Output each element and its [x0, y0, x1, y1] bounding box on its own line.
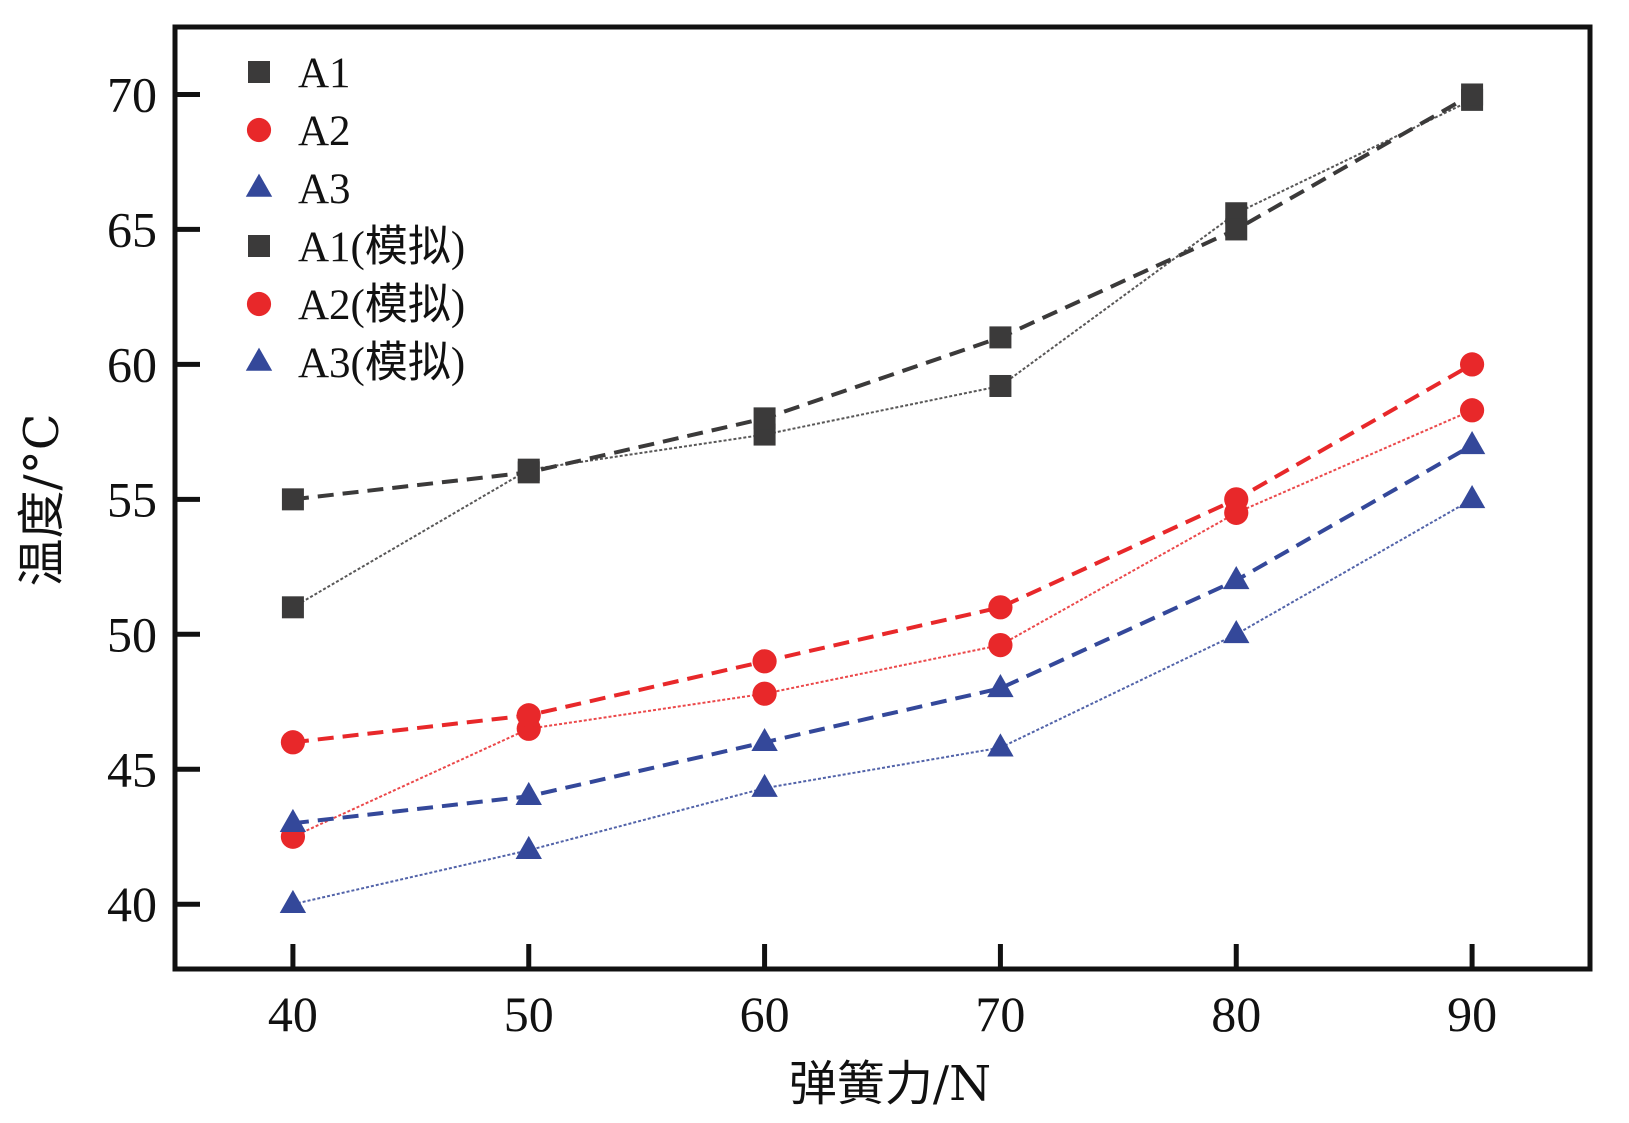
- data-point-a2: [752, 681, 777, 706]
- data-point-a2-sim: [752, 649, 777, 674]
- x-tick-label: 90: [1447, 986, 1497, 1042]
- x-tick-label: 70: [975, 986, 1025, 1042]
- legend-label-a1: A1: [298, 50, 351, 97]
- y-tick-label: 65: [107, 201, 157, 257]
- data-point-a3: [987, 733, 1014, 757]
- y-tick-label: 50: [107, 606, 157, 662]
- data-point-a2-sim: [516, 703, 541, 728]
- data-point-a3: [1458, 485, 1486, 509]
- series-markers: [279, 83, 1486, 913]
- data-point-a3-sim: [515, 781, 542, 806]
- legend-marker-a3: [245, 173, 273, 197]
- legend-label-a2: A2: [298, 108, 351, 155]
- data-point-a2-sim: [1459, 352, 1485, 377]
- y-tick-label: 40: [107, 876, 157, 932]
- data-point-a1-sim: [1461, 83, 1484, 106]
- data-point-a3-sim: [1458, 431, 1486, 455]
- legend-marker-a1: [248, 61, 270, 83]
- data-point-a1-sim: [989, 326, 1012, 349]
- data-point-a1-sim: [753, 407, 776, 430]
- x-tick-label: 50: [504, 986, 554, 1042]
- data-point-a2-sim: [988, 595, 1013, 620]
- legend-label-a3-sim: A3(模拟): [298, 340, 465, 387]
- legend-marker-a2: [246, 117, 272, 143]
- series-line-a3: [292, 498, 1473, 906]
- series-line-a2: [292, 409, 1473, 838]
- x-tick-label: 80: [1211, 986, 1261, 1042]
- data-point-a2: [1459, 398, 1485, 423]
- data-point-a1-sim: [517, 461, 540, 484]
- plot-frame: [172, 24, 1593, 972]
- x-axis: 40 50 60 70 80 90: [268, 944, 1497, 1042]
- y-tick-label: 70: [107, 66, 157, 122]
- series-line-a1-sim: [292, 92, 1474, 502]
- series-lines: [292, 92, 1474, 906]
- data-point-a1-sim: [1225, 218, 1248, 241]
- data-point-a2-sim: [1224, 487, 1249, 512]
- legend-marker-a3-sim: [245, 347, 273, 371]
- data-point-a3: [1223, 619, 1250, 644]
- data-point-a3: [515, 835, 542, 860]
- plot-border: [172, 24, 1593, 972]
- series-line-a2-sim: [292, 362, 1474, 745]
- data-point-a1-sim: [281, 488, 304, 511]
- data-point-a3-sim: [1223, 566, 1250, 590]
- legend-marker-a2-sim: [246, 291, 272, 317]
- legend-label-a3: A3: [298, 166, 351, 213]
- x-tick-label: 40: [268, 986, 318, 1042]
- legend-label-a1-sim: A1(模拟): [298, 224, 465, 271]
- legend: A1 A2 A3 A1(模拟) A2(模拟) A3(模拟): [245, 50, 465, 387]
- data-point-a3: [279, 889, 307, 913]
- x-tick-label: 60: [740, 986, 790, 1042]
- series-line-a3-sim: [292, 443, 1474, 826]
- series-line-a1: [292, 98, 1473, 609]
- data-point-a1: [281, 596, 304, 619]
- data-point-a1: [989, 374, 1012, 397]
- data-point-a3-sim: [279, 808, 307, 833]
- y-axis: 40 45 50 55 60 65 70: [107, 66, 200, 932]
- x-axis-title: 弹簧力/N: [789, 1056, 991, 1112]
- y-axis-title: 温度/°C: [14, 414, 70, 587]
- data-point-a3-sim: [987, 673, 1014, 698]
- data-point-a3-sim: [751, 727, 778, 752]
- y-tick-label: 60: [107, 336, 157, 392]
- y-tick-label: 55: [107, 471, 157, 527]
- data-point-a2-sim: [280, 730, 306, 755]
- y-tick-label: 45: [107, 741, 157, 797]
- legend-marker-a1-sim: [248, 235, 270, 257]
- data-point-a3: [751, 773, 778, 797]
- data-point-a2: [988, 633, 1013, 658]
- legend-label-a2-sim: A2(模拟): [298, 282, 465, 329]
